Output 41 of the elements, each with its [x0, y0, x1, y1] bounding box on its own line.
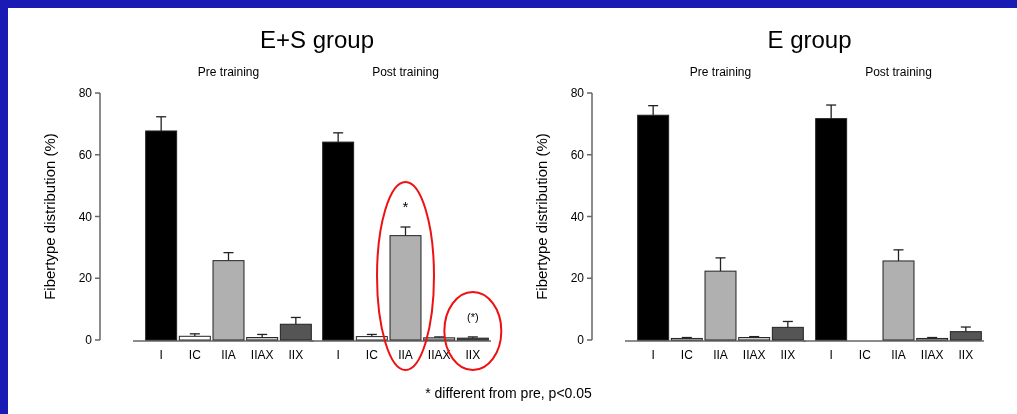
y-tick-label: 80	[570, 86, 585, 101]
x-tick-label: IIA	[398, 348, 413, 362]
x-tick-label: IIX	[288, 348, 304, 362]
chart-subtitle: Post training	[372, 65, 439, 79]
y-tick-label: 20	[78, 271, 93, 286]
y-tick-label: 40	[570, 209, 585, 224]
x-tick-label: IC	[188, 348, 202, 362]
x-tick-label: IIAX	[920, 348, 944, 362]
y-tick-label: 20	[570, 271, 585, 286]
x-tick-label: IIAX	[250, 348, 274, 362]
annotation: *	[402, 198, 409, 216]
y-axis-title: Fibertype distribution (%)	[533, 133, 550, 300]
x-tick-label: IIX	[958, 348, 974, 362]
x-tick-label: I	[159, 348, 163, 362]
x-tick-label: IIA	[221, 348, 236, 362]
x-tick-label: IIA	[713, 348, 728, 362]
x-tick-label: IIA	[891, 348, 906, 362]
x-tick-label: IC	[680, 348, 694, 362]
chart-subtitle: Pre training	[197, 65, 260, 79]
x-tick-label: IIAX	[427, 348, 451, 362]
y-tick-label: 40	[78, 209, 93, 224]
y-tick-label: 80	[78, 86, 93, 101]
x-tick-label: I	[829, 348, 833, 362]
y-tick-label: 60	[78, 147, 93, 162]
y-tick-label: 0	[577, 333, 585, 348]
x-tick-label: I	[336, 348, 340, 362]
chart-title: E+S group	[259, 26, 375, 53]
chart-subtitle: Post training	[865, 65, 932, 79]
y-tick-label: 0	[85, 333, 93, 348]
x-tick-label: IIX	[465, 348, 481, 362]
x-tick-label: IC	[858, 348, 872, 362]
y-tick-label: 60	[570, 147, 585, 162]
x-tick-label: I	[651, 348, 655, 362]
text: * different from pre, p<0.05	[425, 385, 593, 401]
y-axis-title: Fibertype distribution (%)	[41, 133, 58, 300]
chart-title: E group	[767, 26, 852, 53]
x-tick-label: IIX	[780, 348, 796, 362]
annotation: (*)	[467, 310, 479, 323]
x-tick-label: IC	[365, 348, 379, 362]
x-tick-label: IIAX	[742, 348, 766, 362]
chart-subtitle: Pre training	[689, 65, 752, 79]
